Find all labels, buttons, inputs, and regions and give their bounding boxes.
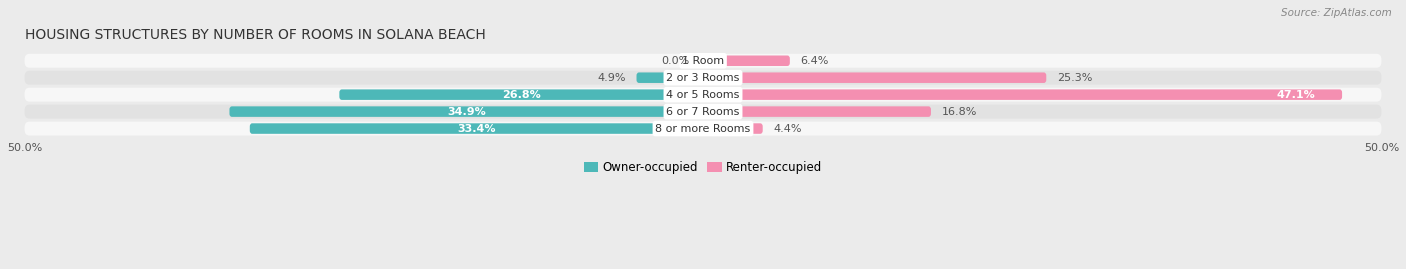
Text: Source: ZipAtlas.com: Source: ZipAtlas.com (1281, 8, 1392, 18)
Text: 6 or 7 Rooms: 6 or 7 Rooms (666, 107, 740, 116)
FancyBboxPatch shape (250, 123, 703, 134)
FancyBboxPatch shape (339, 89, 703, 100)
Text: 0.0%: 0.0% (661, 56, 689, 66)
FancyBboxPatch shape (703, 55, 790, 66)
FancyBboxPatch shape (229, 106, 703, 117)
Text: 8 or more Rooms: 8 or more Rooms (655, 123, 751, 134)
FancyBboxPatch shape (24, 54, 1382, 68)
Text: 4.4%: 4.4% (773, 123, 801, 134)
FancyBboxPatch shape (703, 72, 1046, 83)
Text: 26.8%: 26.8% (502, 90, 540, 100)
Text: 33.4%: 33.4% (457, 123, 496, 134)
Text: 1 Room: 1 Room (682, 56, 724, 66)
FancyBboxPatch shape (703, 89, 1343, 100)
FancyBboxPatch shape (24, 122, 1382, 136)
FancyBboxPatch shape (24, 71, 1382, 85)
FancyBboxPatch shape (24, 88, 1382, 102)
Text: HOUSING STRUCTURES BY NUMBER OF ROOMS IN SOLANA BEACH: HOUSING STRUCTURES BY NUMBER OF ROOMS IN… (24, 29, 485, 43)
FancyBboxPatch shape (703, 123, 762, 134)
Text: 25.3%: 25.3% (1057, 73, 1092, 83)
Legend: Owner-occupied, Renter-occupied: Owner-occupied, Renter-occupied (579, 156, 827, 179)
Text: 2 or 3 Rooms: 2 or 3 Rooms (666, 73, 740, 83)
Text: 16.8%: 16.8% (942, 107, 977, 116)
FancyBboxPatch shape (637, 72, 703, 83)
Text: 4 or 5 Rooms: 4 or 5 Rooms (666, 90, 740, 100)
FancyBboxPatch shape (24, 105, 1382, 119)
Text: 34.9%: 34.9% (447, 107, 485, 116)
Text: 4.9%: 4.9% (598, 73, 626, 83)
FancyBboxPatch shape (703, 106, 931, 117)
Text: 47.1%: 47.1% (1277, 90, 1315, 100)
Text: 6.4%: 6.4% (800, 56, 830, 66)
